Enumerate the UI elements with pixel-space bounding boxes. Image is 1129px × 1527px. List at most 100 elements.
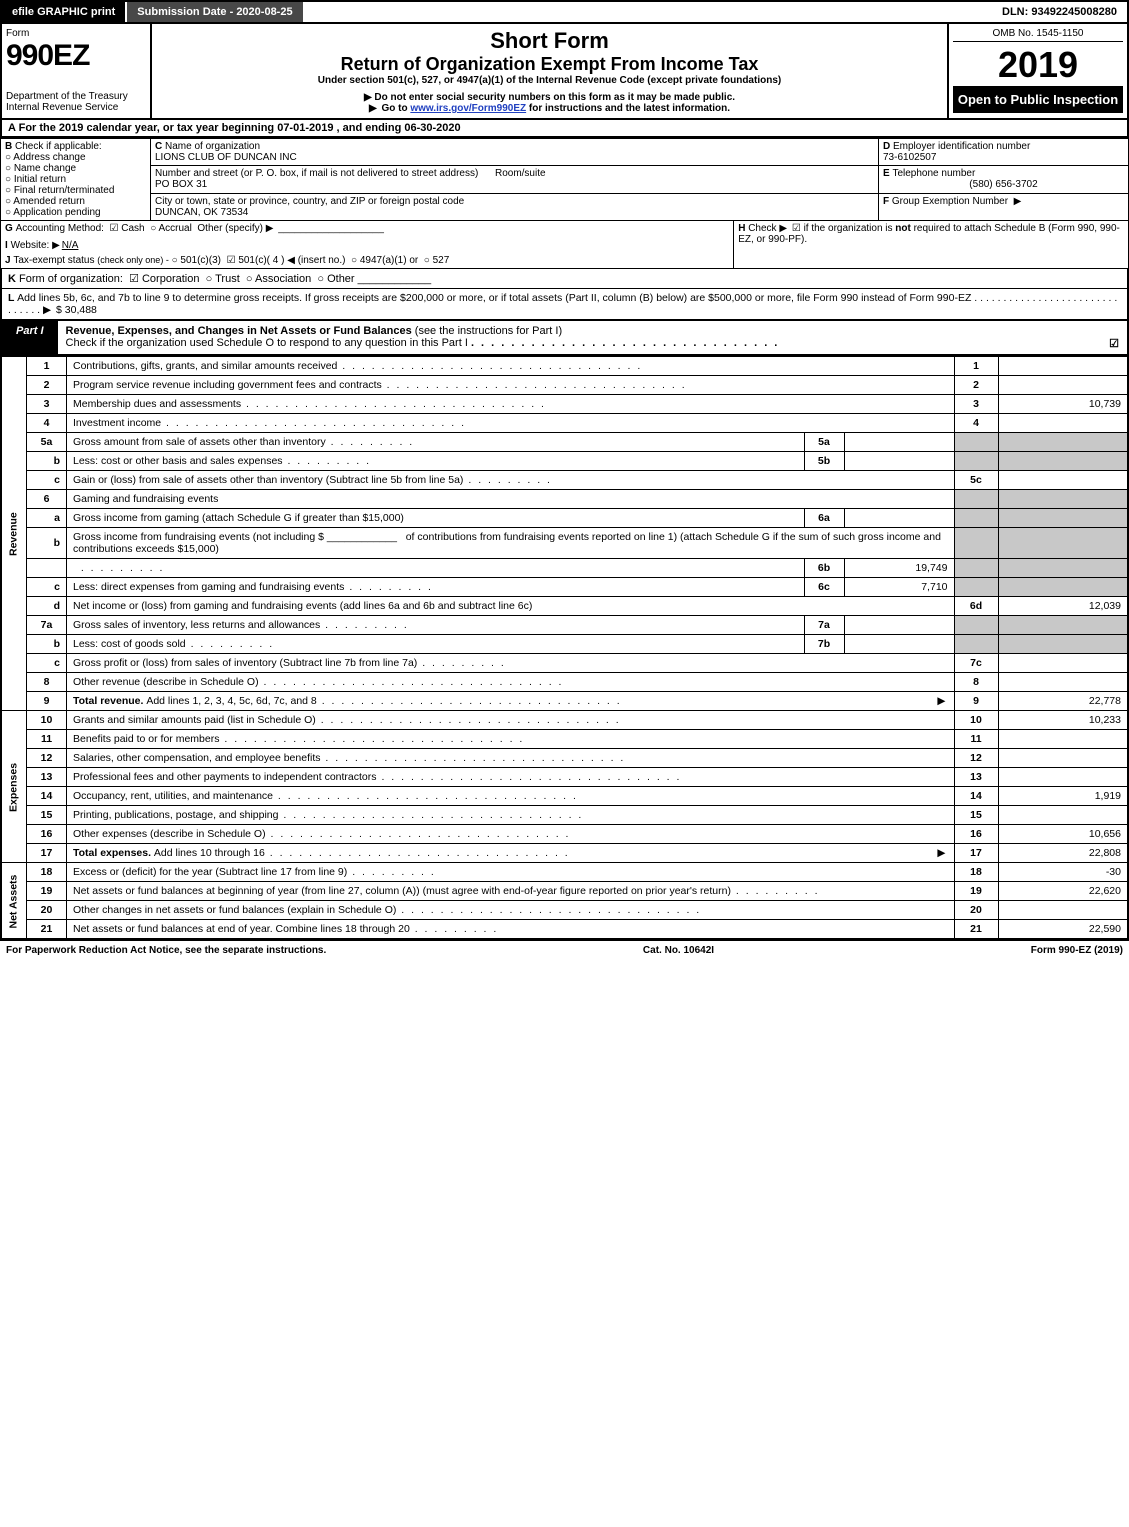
line13-desc: Professional fees and other payments to …	[73, 771, 681, 783]
line18-amt: -30	[998, 863, 1128, 882]
line21-desc: Net assets or fund balances at end of ye…	[73, 923, 498, 935]
chk-assoc[interactable]	[246, 273, 255, 285]
chk-527[interactable]	[424, 255, 433, 266]
tax-year-text: For the 2019 calendar year, or tax year …	[19, 122, 461, 134]
dln-label: DLN:	[1002, 6, 1028, 18]
efile-button[interactable]: efile GRAPHIC print	[2, 2, 127, 22]
line6d-desc: Net income or (loss) from gaming and fun…	[73, 600, 532, 612]
ein-label: Employer identification number	[893, 141, 1030, 152]
line15-desc: Printing, publications, postage, and shi…	[73, 809, 583, 821]
line16-amt: 10,656	[998, 825, 1128, 844]
line5c-desc: Gain or (loss) from sale of assets other…	[73, 474, 552, 486]
chk-name[interactable]	[5, 163, 14, 174]
line16-desc: Other expenses (describe in Schedule O)	[73, 828, 570, 840]
street: PO BOX 31	[155, 179, 207, 190]
line6-desc: Gaming and fundraising events	[67, 490, 955, 509]
line3-amt: 10,739	[998, 395, 1128, 414]
ein: 73-6102507	[883, 152, 936, 163]
group-exemption-label: Group Exemption Number	[892, 196, 1008, 207]
city: DUNCAN, OK 73534	[155, 207, 248, 218]
part1-table: Revenue 1 Contributions, gifts, grants, …	[0, 356, 1129, 940]
tax-exempt-label: Tax-exempt status	[13, 255, 94, 266]
line3-desc: Membership dues and assessments	[73, 398, 546, 410]
chk-corp[interactable]	[129, 273, 142, 285]
chk-final[interactable]	[5, 185, 14, 196]
org-info-table: B Check if applicable: Address change Na…	[0, 138, 1129, 221]
header-center: Short Form Return of Organization Exempt…	[152, 24, 947, 118]
form-number: 990EZ	[6, 39, 146, 73]
chk-initial[interactable]	[5, 174, 14, 185]
gross-receipts: $ 30,488	[56, 304, 97, 316]
goto-note: Go to www.irs.gov/Form990EZ for instruct…	[160, 103, 939, 114]
irs-link[interactable]: www.irs.gov/Form990EZ	[410, 103, 526, 114]
city-label: City or town, state or province, country…	[155, 196, 464, 207]
expenses-label: Expenses	[1, 711, 27, 863]
chk-trust[interactable]	[206, 273, 216, 285]
website-label: Website:	[11, 240, 50, 251]
phone-label: Telephone number	[892, 168, 975, 179]
room-label: Room/suite	[495, 168, 546, 179]
short-form-title: Short Form	[160, 28, 939, 54]
dept-treasury: Department of the Treasury	[6, 91, 146, 102]
l-text: Add lines 5b, 6c, and 7b to line 9 to de…	[17, 292, 971, 304]
line4-desc: Investment income	[73, 417, 466, 429]
line9-amt: 22,778	[998, 692, 1128, 711]
return-title: Return of Organization Exempt From Incom…	[160, 54, 939, 75]
line10-desc: Grants and similar amounts paid (list in…	[73, 714, 621, 726]
chk-other[interactable]	[317, 273, 327, 285]
line7b-desc: Less: cost of goods sold	[73, 638, 274, 650]
tax-year-line: A For the 2019 calendar year, or tax yea…	[0, 120, 1129, 138]
line6b-amt: 19,749	[844, 559, 954, 578]
line6c-desc: Less: direct expenses from gaming and fu…	[73, 581, 433, 593]
phone: (580) 656-3702	[883, 179, 1124, 190]
footer-right: Form 990-EZ (2019)	[1031, 945, 1123, 956]
line10-amt: 10,233	[998, 711, 1128, 730]
line5a-desc: Gross amount from sale of assets other t…	[73, 436, 414, 448]
line6a-desc: Gross income from gaming (attach Schedul…	[73, 512, 404, 524]
footer-left: For Paperwork Reduction Act Notice, see …	[6, 945, 326, 956]
line7a-desc: Gross sales of inventory, less returns a…	[73, 619, 409, 631]
line18-desc: Excess or (deficit) for the year (Subtra…	[73, 866, 436, 878]
part1-header: Part I Revenue, Expenses, and Changes in…	[0, 321, 1129, 356]
topbar: efile GRAPHIC print Submission Date - 20…	[0, 0, 1129, 22]
header-right: OMB No. 1545-1150 2019 Open to Public In…	[947, 24, 1127, 118]
part1-tag: Part I	[2, 321, 58, 354]
line9-desc: Add lines 1, 2, 3, 4, 5c, 6d, 7c, and 8	[146, 695, 621, 707]
open-public: Open to Public Inspection	[953, 86, 1123, 113]
line14-desc: Occupancy, rent, utilities, and maintena…	[73, 790, 578, 802]
chk-schedule-o[interactable]	[1109, 337, 1119, 350]
website: N/A	[62, 240, 79, 251]
header-left: Form 990EZ Department of the Treasury In…	[2, 24, 152, 118]
line1-desc: Contributions, gifts, grants, and simila…	[73, 360, 642, 372]
chk-501c[interactable]	[227, 255, 239, 266]
page-footer: For Paperwork Reduction Act Notice, see …	[0, 940, 1129, 960]
form-word: Form	[6, 28, 146, 39]
org-name-label: Name of organization	[165, 141, 260, 152]
line19-desc: Net assets or fund balances at beginning…	[73, 885, 820, 897]
omb-number: OMB No. 1545-1150	[953, 28, 1123, 42]
line21-amt: 22,590	[998, 920, 1128, 940]
line6b-desc: Gross income from fundraising events (no…	[67, 528, 955, 559]
submission-date: Submission Date - 2020-08-25	[127, 2, 302, 22]
under-section: Under section 501(c), 527, or 4947(a)(1)…	[160, 75, 939, 86]
form-org-label: Form of organization:	[19, 273, 123, 285]
accounting-method-label: Accounting Method:	[16, 223, 104, 234]
l-row: L Add lines 5b, 6c, and 7b to line 9 to …	[0, 288, 1129, 321]
chk-cash[interactable]	[110, 223, 122, 234]
line14-amt: 1,919	[998, 787, 1128, 806]
line19-amt: 22,620	[998, 882, 1128, 901]
check-if-applicable: Check if applicable:	[15, 141, 102, 152]
line8-desc: Other revenue (describe in Schedule O)	[73, 676, 563, 688]
dept-irs: Internal Revenue Service	[6, 102, 146, 113]
gh-block: G Accounting Method: Cash Accrual Other …	[0, 221, 1129, 269]
line11-desc: Benefits paid to or for members	[73, 733, 524, 745]
line5b-desc: Less: cost or other basis and sales expe…	[73, 455, 371, 467]
line2-desc: Program service revenue including govern…	[73, 379, 687, 391]
chk-schedule-b[interactable]	[792, 223, 804, 234]
netassets-label: Net Assets	[1, 863, 27, 940]
dln: DLN: 93492245008280	[992, 2, 1127, 22]
chk-4947[interactable]	[351, 255, 360, 266]
ssn-note: Do not enter social security numbers on …	[160, 92, 939, 103]
line20-desc: Other changes in net assets or fund bala…	[73, 904, 701, 916]
k-row: K Form of organization: Corporation Trus…	[0, 269, 1129, 288]
